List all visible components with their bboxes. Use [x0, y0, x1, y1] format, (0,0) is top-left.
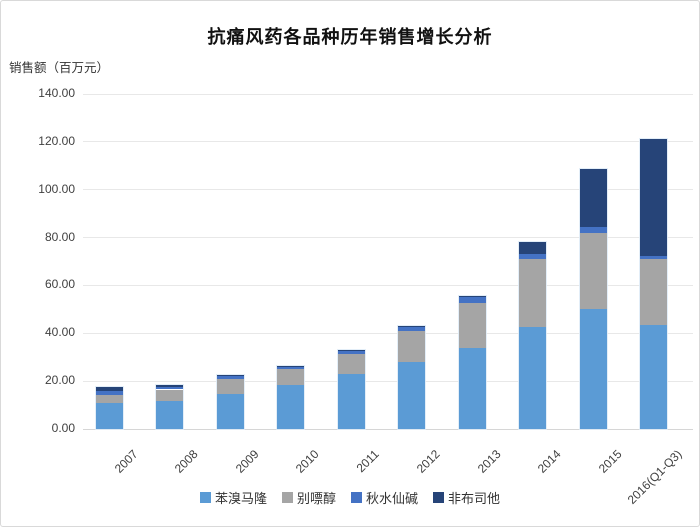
bar-segment-别嘌醇	[216, 378, 244, 395]
bar-segment-秋水仙碱	[95, 391, 123, 396]
bar-segment-非布司他	[337, 350, 365, 352]
bar-segment-苯溴马隆	[216, 394, 244, 429]
legend-item: 非布司他	[433, 488, 500, 507]
bar-segment-秋水仙碱	[156, 386, 184, 390]
bar-segment-秋水仙碱	[519, 254, 547, 260]
bar-segment-秋水仙碱	[216, 376, 244, 379]
bar-segment-秋水仙碱	[458, 297, 486, 304]
bar-2015	[578, 168, 608, 430]
bar-segment-别嘌醇	[277, 369, 305, 385]
legend-item: 别嘌醇	[281, 488, 336, 507]
gridline	[83, 284, 693, 286]
gridline	[83, 237, 693, 239]
y-tick-label: 0.00	[51, 421, 75, 435]
legend-label: 苯溴马隆	[214, 491, 267, 506]
bar-segment-秋水仙碱	[337, 351, 365, 354]
bar-2011	[336, 349, 366, 430]
bar-segment-非布司他	[579, 169, 607, 227]
bar-segment-苯溴马隆	[156, 401, 184, 429]
bar-segment-苯溴马隆	[519, 327, 547, 429]
bar-segment-别嘌醇	[95, 395, 123, 403]
bar-segment-别嘌醇	[156, 389, 184, 402]
bar-segment-苯溴马隆	[337, 373, 365, 429]
x-axis-label: 2010	[292, 447, 322, 476]
gridline	[83, 141, 693, 143]
bar-2010	[276, 364, 306, 430]
bar-segment-别嘌醇	[640, 259, 668, 325]
bar-2008	[155, 383, 185, 430]
x-axis-label: 2008	[171, 447, 201, 476]
legend-swatch-icon	[351, 492, 362, 503]
bar-segment-别嘌醇	[398, 330, 426, 362]
legend: 苯溴马隆 别嘌醇 秋水仙碱 非布司他	[1, 488, 699, 507]
x-axis-label: 2013	[474, 447, 504, 476]
bar-segment-秋水仙碱	[398, 327, 426, 331]
bar-segment-非布司他	[216, 375, 244, 377]
bar-segment-别嘌醇	[579, 232, 607, 310]
bar-2016(Q1-Q3)	[639, 138, 669, 430]
legend-label: 别嘌醇	[296, 491, 336, 506]
bar-segment-非布司他	[156, 384, 184, 387]
bar-segment-秋水仙碱	[640, 255, 668, 260]
bar-segment-苯溴马隆	[398, 361, 426, 429]
bar-segment-苯溴马隆	[277, 384, 305, 429]
bar-segment-苯溴马隆	[579, 309, 607, 429]
x-axis-label: 2007	[111, 447, 141, 476]
bar-segment-非布司他	[640, 139, 668, 256]
chart-title: 抗痛风药各品种历年销售增长分析	[207, 27, 493, 47]
y-tick-label: 20.00	[44, 373, 75, 388]
legend-swatch-icon	[199, 492, 211, 503]
bar-2014	[518, 241, 548, 430]
x-axis-label: 2009	[232, 447, 262, 476]
bar-segment-苯溴马隆	[458, 347, 486, 429]
y-tick-label: 80.00	[44, 229, 75, 244]
y-tick-label: 100.00	[38, 181, 75, 196]
y-tick-label: 140.00	[38, 86, 75, 100]
bar-segment-苯溴马隆	[95, 402, 123, 429]
y-tick-label: 120.00	[38, 133, 75, 148]
legend-label: 秋水仙碱	[366, 491, 419, 506]
bar-segment-非布司他	[398, 326, 426, 328]
y-tick-label: 60.00	[44, 277, 75, 292]
x-axis-label: 2012	[413, 447, 443, 476]
bar-segment-非布司他	[458, 296, 486, 298]
x-axis-line	[83, 428, 693, 430]
bar-segment-秋水仙碱	[277, 366, 305, 370]
gridline	[83, 189, 693, 191]
gridline	[83, 93, 693, 95]
legend-label: 非布司他	[448, 491, 501, 506]
bar-segment-非布司他	[519, 242, 547, 255]
x-axis-label: 2014	[534, 447, 564, 476]
y-axis-title: 销售额（百万元）	[9, 61, 110, 75]
bar-2013	[457, 295, 487, 430]
x-axis-label: 2011	[353, 447, 383, 476]
gridline	[83, 332, 693, 334]
bar-2007	[94, 386, 124, 430]
bar-segment-别嘌醇	[519, 259, 547, 328]
legend-item: 秋水仙碱	[351, 488, 418, 507]
bar-2009	[215, 374, 245, 430]
bar-segment-秋水仙碱	[579, 226, 607, 233]
y-tick-label: 40.00	[44, 325, 75, 340]
legend-item: 苯溴马隆	[199, 488, 267, 507]
bar-segment-苯溴马隆	[640, 324, 668, 429]
bar-segment-别嘌醇	[337, 353, 365, 374]
gridline	[83, 380, 693, 382]
bar-segment-非布司他	[277, 365, 305, 367]
legend-swatch-icon	[433, 492, 445, 503]
bar-segment-非布司他	[95, 387, 123, 392]
bar-segment-别嘌醇	[458, 303, 486, 348]
x-axis-label: 2015	[595, 447, 625, 476]
legend-swatch-icon	[281, 492, 293, 503]
bar-2012	[397, 325, 427, 430]
